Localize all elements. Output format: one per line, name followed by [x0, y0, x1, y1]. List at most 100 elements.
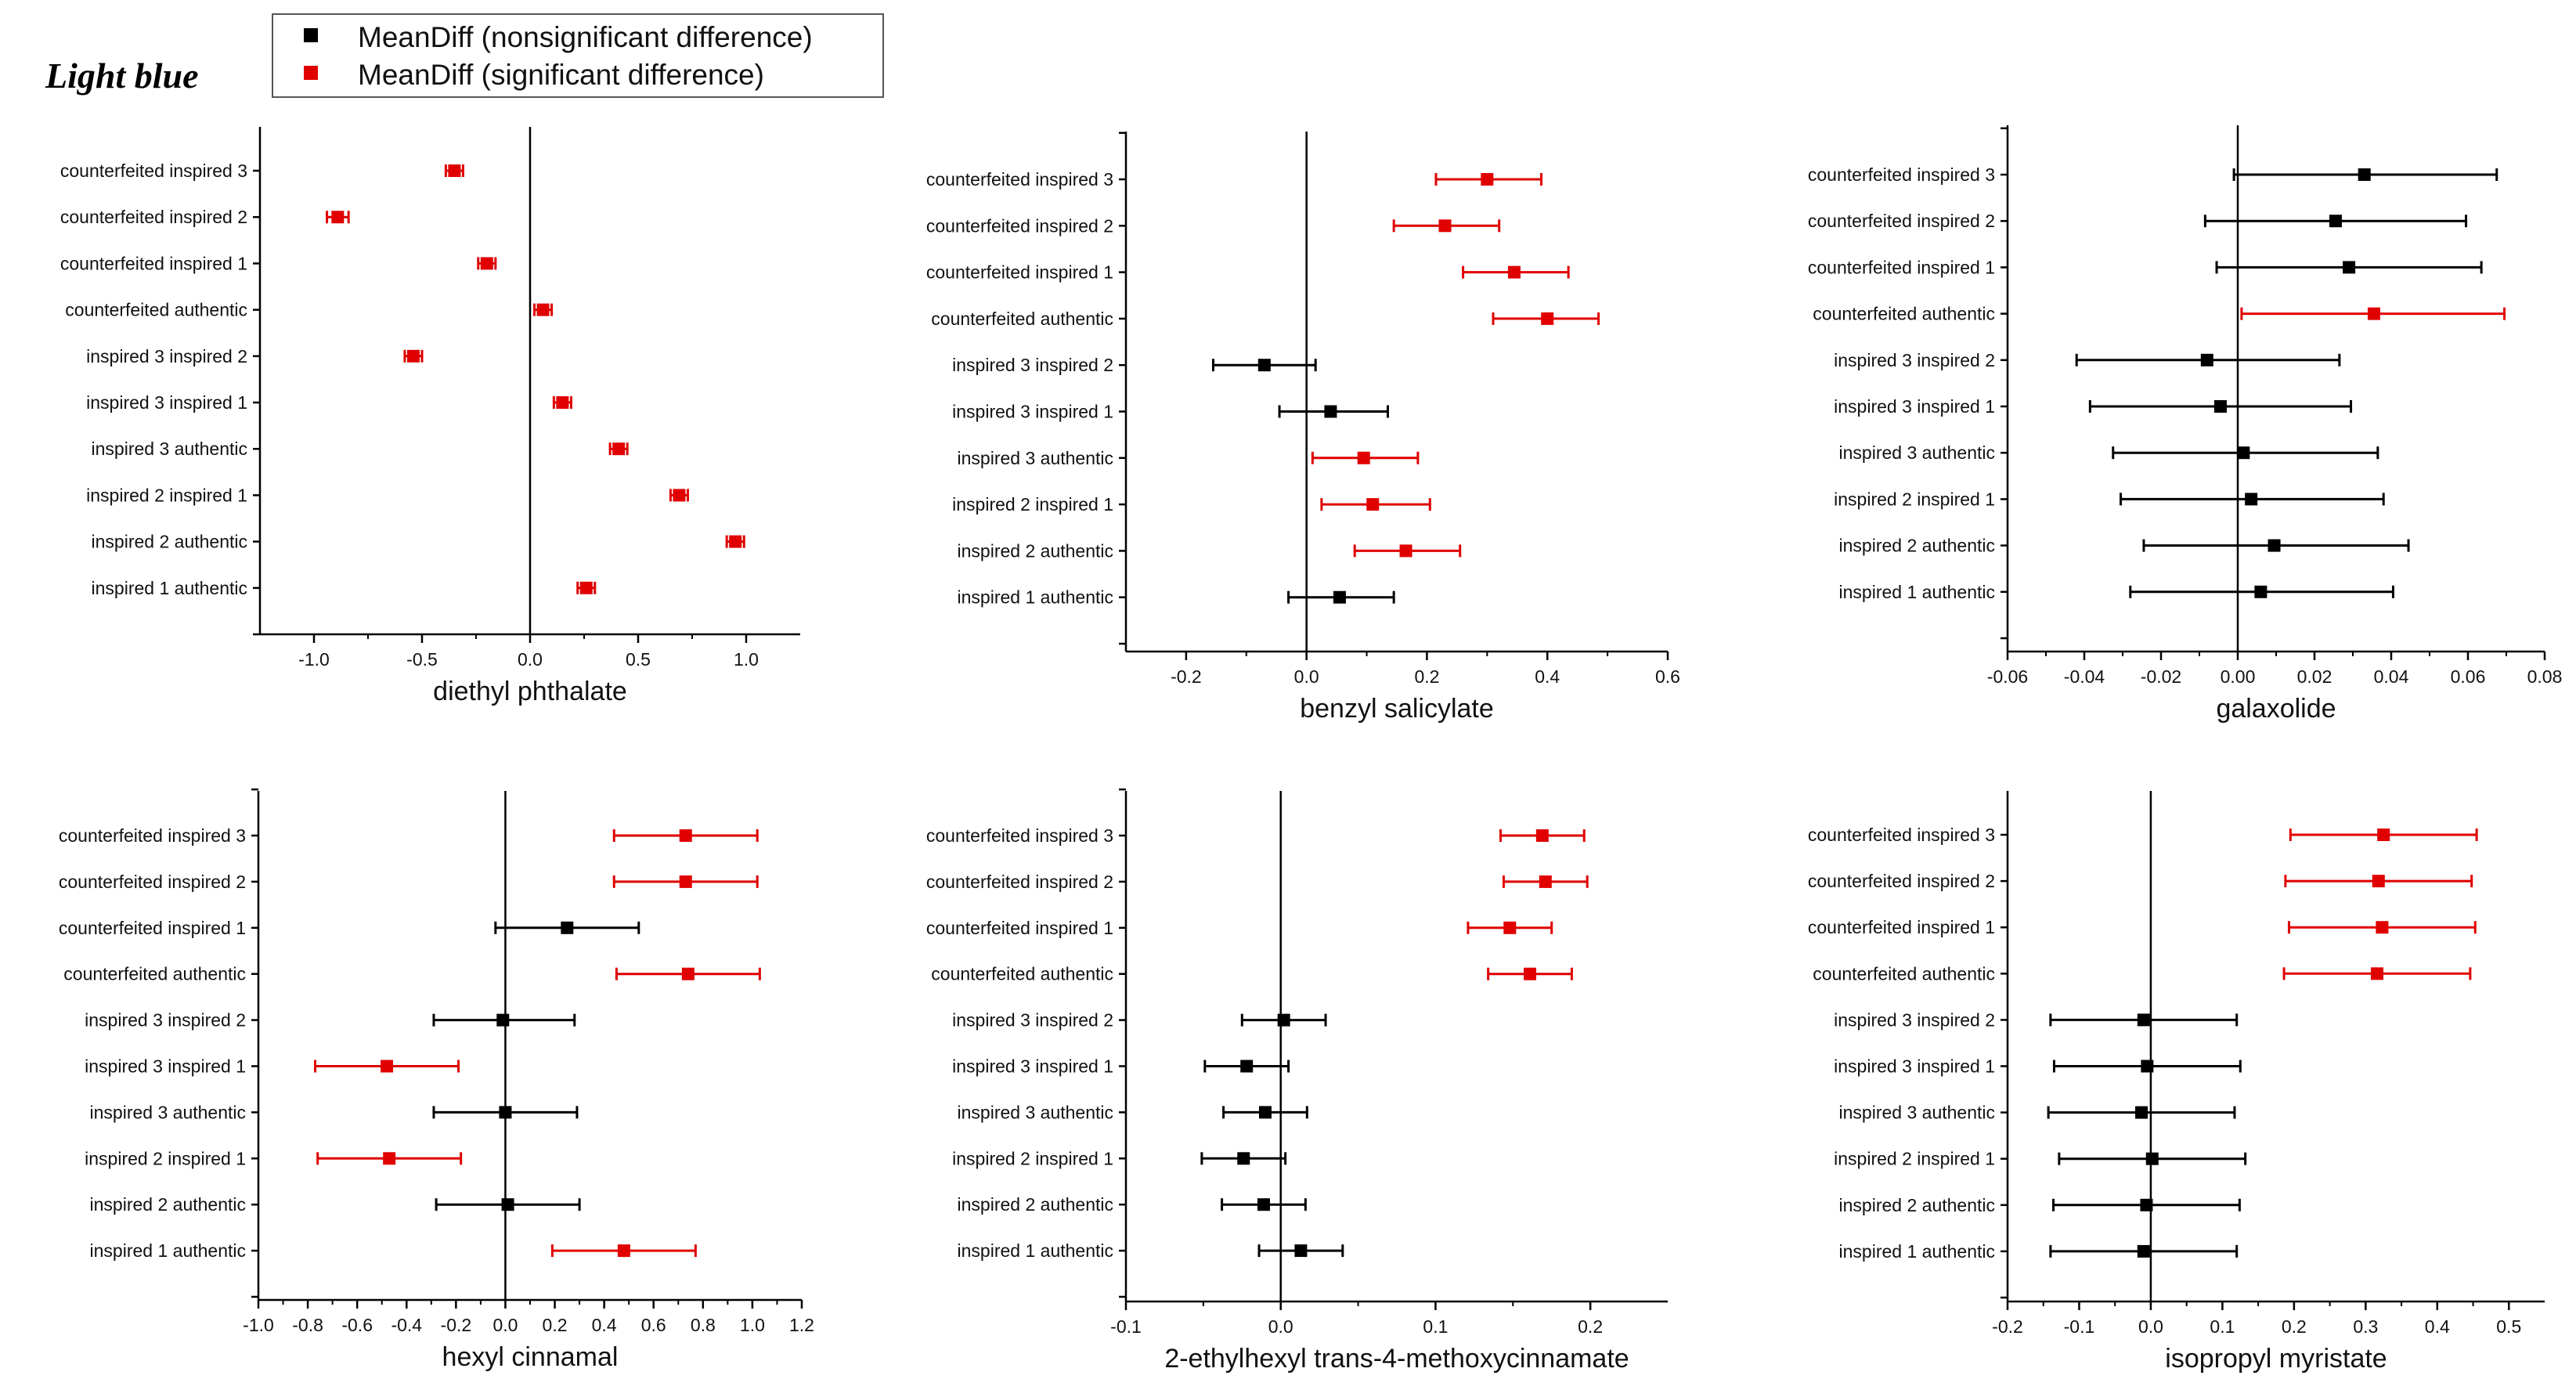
mean-diff-point — [2268, 539, 2281, 552]
mean-diff-point — [448, 164, 461, 177]
x-axis-title: benzyl salicylate — [1300, 694, 1494, 724]
mean-diff-point — [673, 489, 686, 502]
x-tick-label: 0.1 — [1423, 1316, 1448, 1337]
x-tick-label: -1.0 — [243, 1315, 274, 1335]
x-tick-label: 0.2 — [1414, 666, 1439, 687]
forest-plot-1: -1.0 -0.5 0.0 0.5 1.0 diethyl phthalate counte… — [60, 127, 800, 706]
mean-diff-point — [2376, 921, 2389, 934]
category-label: counterfeited inspired 2 — [926, 872, 1113, 892]
mean-diff-point — [383, 1152, 396, 1165]
mean-diff-point — [1258, 1106, 1272, 1119]
category-label: inspired 3 inspired 1 — [952, 1056, 1113, 1077]
chart-panels: -1.0 -0.5 0.0 0.5 1.0 diethyl phthalate counte… — [59, 125, 2562, 1374]
mean-diff-point — [536, 303, 550, 316]
x-tick-label: 0.2 — [543, 1315, 568, 1335]
category-label: counterfeited inspired 2 — [1808, 211, 1995, 231]
category-label: inspired 3 authentic — [958, 1102, 1113, 1122]
mean-diff-point — [2367, 307, 2380, 320]
category-label: counterfeited inspired 2 — [926, 215, 1113, 236]
category-label: inspired 2 authentic — [1839, 536, 1995, 556]
category-label: inspired 3 inspired 1 — [1834, 396, 1995, 417]
category-label: inspired 3 inspired 1 — [1834, 1056, 1995, 1077]
category-label: counterfeited inspired 2 — [60, 207, 247, 227]
x-tick-label: 0.0 — [1268, 1316, 1293, 1337]
x-tick-label: 0.5 — [2496, 1316, 2521, 1337]
x-tick-label: 0.1 — [2210, 1316, 2235, 1337]
x-tick-label: 0.06 — [2451, 666, 2486, 687]
figure-heading: Light blue — [45, 56, 199, 96]
x-axis-title: hexyl cinnamal — [442, 1342, 619, 1372]
category-label: inspired 3 inspired 2 — [1834, 350, 1995, 370]
mean-diff-point — [2141, 1060, 2154, 1073]
category-label: counterfeited inspired 3 — [926, 169, 1113, 190]
mean-diff-point — [2137, 1244, 2150, 1258]
category-label: inspired 2 authentic — [958, 1194, 1113, 1215]
mean-diff-point — [2213, 400, 2227, 413]
x-tick-label: 0.8 — [691, 1315, 716, 1335]
mean-diff-point — [1324, 405, 1337, 418]
x-tick-label: -0.2 — [1992, 1316, 2023, 1337]
category-label: inspired 1 authentic — [1839, 1241, 1995, 1262]
mean-diff-point — [679, 875, 692, 888]
x-tick-label: -0.1 — [1110, 1316, 1142, 1337]
legend-frame — [272, 13, 884, 98]
mean-diff-point — [1438, 219, 1452, 233]
category-label: inspired 3 inspired 2 — [86, 346, 247, 366]
x-tick-label: 0.08 — [2527, 666, 2563, 687]
mean-diff-point — [617, 1244, 630, 1258]
legend-label-nonsignificant: MeanDiff (nonsignificant difference) — [358, 21, 813, 53]
mean-diff-point — [1333, 590, 1346, 604]
category-label: counterfeited inspired 2 — [59, 872, 246, 892]
mean-diff-point — [2137, 1013, 2150, 1027]
category-label: inspired 3 authentic — [92, 439, 247, 459]
category-label: counterfeited inspired 3 — [1808, 825, 1995, 845]
mean-diff-point — [2329, 215, 2342, 228]
mean-diff-point — [2135, 1106, 2148, 1119]
category-label: counterfeited inspired 1 — [1808, 917, 1995, 937]
x-tick-label: 0.4 — [2425, 1316, 2450, 1337]
mean-diff-point — [1399, 544, 1412, 558]
mean-diff-point — [1539, 875, 1552, 888]
x-tick-label: 0.4 — [1535, 666, 1560, 687]
category-label: inspired 3 inspired 2 — [85, 1010, 246, 1031]
category-label: inspired 3 authentic — [90, 1102, 246, 1122]
mean-diff-point — [2237, 446, 2250, 460]
mean-diff-point — [501, 1198, 514, 1211]
mean-diff-point — [1277, 1013, 1290, 1027]
mean-diff-point — [1366, 498, 1380, 511]
x-tick-label: -0.06 — [1987, 666, 2028, 687]
category-label: counterfeited inspired 3 — [60, 161, 247, 181]
mean-diff-point — [1257, 1198, 1270, 1211]
mean-diff-point — [496, 1013, 510, 1027]
category-label: counterfeited authentic — [931, 964, 1113, 984]
mean-diff-point — [499, 1106, 512, 1119]
x-axis-title: diethyl phthalate — [433, 677, 627, 706]
category-label: counterfeited inspired 1 — [60, 253, 247, 273]
mean-diff-point — [2145, 1152, 2159, 1165]
mean-diff-point — [1294, 1244, 1308, 1258]
x-tick-label: 0.02 — [2297, 666, 2332, 687]
mean-diff-point — [2245, 493, 2258, 506]
mean-diff-point — [381, 1060, 394, 1073]
x-tick-label: 1.0 — [740, 1315, 765, 1335]
x-tick-label: 0.2 — [2282, 1316, 2307, 1337]
x-tick-label: -0.1 — [2064, 1316, 2095, 1337]
category-label: inspired 1 authentic — [90, 1240, 246, 1261]
category-label: inspired 2 inspired 1 — [952, 1148, 1113, 1168]
category-label: counterfeited inspired 3 — [59, 825, 246, 846]
x-tick-label: 1.2 — [789, 1315, 814, 1335]
mean-diff-point — [1535, 829, 1549, 842]
forest-plot-6: -0.2 -0.1 0.0 0.1 0.2 0.3 0.4 0.5 isopropyl myri… — [1808, 791, 2545, 1374]
category-label: inspired 2 inspired 1 — [85, 1148, 246, 1168]
mean-diff-point — [612, 442, 626, 456]
category-label: inspired 2 authentic — [1839, 1195, 1995, 1215]
x-tick-label: -0.4 — [391, 1315, 422, 1335]
category-label: inspired 1 authentic — [1839, 582, 1995, 602]
x-tick-label: 0.0 — [518, 649, 543, 670]
x-tick-label: 0.6 — [641, 1315, 666, 1335]
forest-plot-3: -0.06 -0.04 -0.02 0.00 0.02 0.04 0.06 0.08 galax… — [1808, 125, 2562, 724]
category-label: inspired 3 inspired 1 — [86, 392, 247, 413]
mean-diff-point — [556, 396, 569, 409]
mean-diff-point — [1503, 921, 1517, 934]
